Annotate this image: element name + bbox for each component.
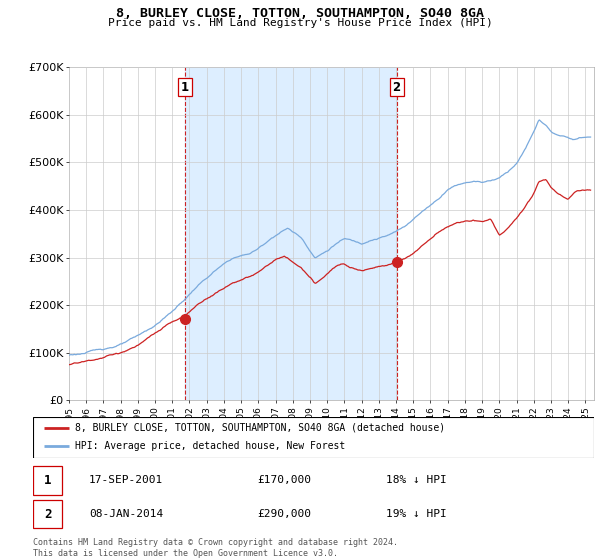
Bar (185, 67, 397, 400)
Text: 18% ↓ HPI: 18% ↓ HPI (386, 475, 447, 486)
Bar (33, 466, 62, 494)
Text: 08-JAN-2014: 08-JAN-2014 (89, 509, 163, 519)
Text: Price paid vs. HM Land Registry's House Price Index (HPI): Price paid vs. HM Land Registry's House … (107, 18, 493, 29)
Text: HPI: Average price, detached house, New Forest: HPI: Average price, detached house, New … (75, 441, 346, 451)
Text: 17-SEP-2001: 17-SEP-2001 (89, 475, 163, 486)
Text: 1: 1 (181, 81, 189, 94)
Text: Contains HM Land Registry data © Crown copyright and database right 2024.
This d: Contains HM Land Registry data © Crown c… (33, 538, 398, 558)
Text: 2: 2 (392, 81, 401, 94)
Text: 8, BURLEY CLOSE, TOTTON, SOUTHAMPTON, SO40 8GA (detached house): 8, BURLEY CLOSE, TOTTON, SOUTHAMPTON, SO… (75, 423, 445, 433)
Text: 1: 1 (44, 474, 52, 487)
Text: 19% ↓ HPI: 19% ↓ HPI (386, 509, 447, 519)
Bar (33, 500, 62, 528)
Text: £290,000: £290,000 (257, 509, 311, 519)
Text: 8, BURLEY CLOSE, TOTTON, SOUTHAMPTON, SO40 8GA: 8, BURLEY CLOSE, TOTTON, SOUTHAMPTON, SO… (116, 7, 484, 20)
Text: £170,000: £170,000 (257, 475, 311, 486)
Text: 2: 2 (44, 507, 52, 521)
